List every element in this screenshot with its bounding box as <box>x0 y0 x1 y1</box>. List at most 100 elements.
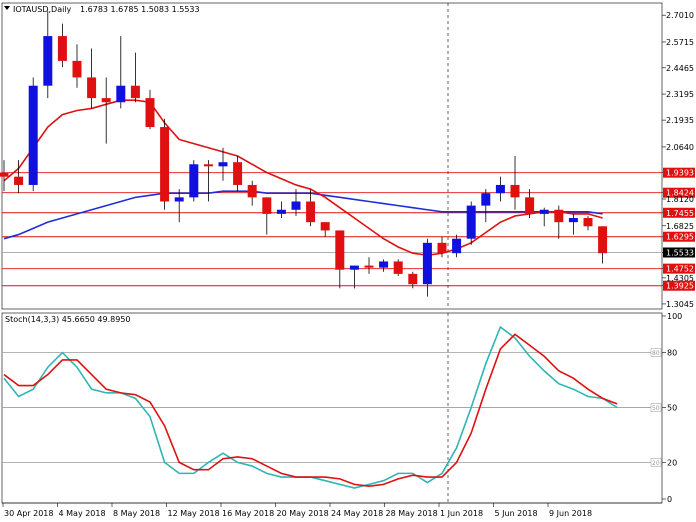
time-tick-label: 30 Apr 2018 <box>4 509 53 518</box>
candle-body <box>203 164 213 167</box>
candle-body <box>452 238 462 254</box>
candle-body <box>379 261 389 268</box>
candle-body <box>276 209 286 214</box>
price-level-tag-text: 1.4752 <box>666 265 694 274</box>
fast-moving-average-line <box>3 99 603 257</box>
candle-body <box>0 172 9 177</box>
stochastic-label: Stoch(14,3,3) 45.6650 49.8950 <box>5 315 131 324</box>
candle-body <box>14 176 24 185</box>
current-price-tag-text: 1.5533 <box>666 248 694 257</box>
price-level-tag <box>663 231 695 242</box>
price-tick-label: 1.3045 <box>666 300 694 309</box>
stochastic-axis: 100 80 80 50 50 20 20 0 <box>650 312 682 504</box>
candle-body <box>422 242 432 285</box>
price-tick-label: 1.6825 <box>666 222 694 231</box>
horizontal-levels <box>2 172 662 287</box>
stochastic-levels <box>2 352 662 463</box>
stochastic-tick-label: 100 <box>667 312 682 321</box>
time-axis: 30 Apr 2018 4 May 2018 8 May 2018 12 May 20… <box>2 502 662 518</box>
candle-body <box>349 265 359 270</box>
ohlc-values: 1.6783 1.6785 1.5083 1.5533 <box>80 5 200 14</box>
price-level-tag <box>663 280 695 291</box>
price-level-tag <box>663 167 695 178</box>
time-tick-label: 1 Jun 2018 <box>440 509 483 518</box>
price-tick-label: 1.4305 <box>666 274 694 283</box>
stochastic-level-marker-text: 80 <box>652 350 660 357</box>
stochastic-tick-label: 50 <box>667 404 677 413</box>
candle-body <box>583 218 593 227</box>
stochastic-level-marker-text: 50 <box>652 405 660 412</box>
candle-body <box>43 36 53 86</box>
candle-body <box>306 201 316 223</box>
candle-body <box>539 209 549 214</box>
candle-body <box>262 197 272 214</box>
stochastic-pane[interactable]: Stoch(14,3,3) 45.6650 49.8950 <box>1 312 663 504</box>
candle-body <box>554 209 564 223</box>
price-level-tag-text: 1.3925 <box>666 282 694 291</box>
candle-body <box>568 218 578 223</box>
candle-body <box>116 85 126 103</box>
candle-body <box>525 197 535 214</box>
stochastic-level-marker <box>650 458 662 467</box>
candle-body <box>437 242 447 254</box>
candle-body <box>291 201 301 210</box>
symbol-label: IOTAUSD,Daily <box>13 5 72 14</box>
stochastic-level-marker <box>650 403 662 412</box>
price-level-tag <box>663 207 695 218</box>
price-level-tag-text: 1.6295 <box>666 233 694 242</box>
time-tick-label: 24 May 2018 <box>331 509 383 518</box>
price-axis: 2.7010 2.5715 2.4465 2.3195 2.1935 2.0640 1.93… <box>662 11 695 309</box>
candle-body <box>598 226 608 254</box>
stochastic-tick-label: 80 <box>667 349 677 358</box>
time-tick-label: 5 Jun 2018 <box>495 509 538 518</box>
price-level-tag-text: 1.9393 <box>666 169 694 178</box>
candle-body <box>174 197 184 202</box>
candle-body <box>495 184 505 194</box>
price-tick-label: 2.3195 <box>666 90 694 99</box>
stochastic-level-marker-text: 20 <box>652 460 660 467</box>
time-tick-label: 16 May 2018 <box>222 509 274 518</box>
price-level-tag-text: 1.7455 <box>666 209 694 218</box>
candle-body <box>87 77 97 99</box>
candle-body <box>247 184 257 198</box>
stochastic-signal-line <box>3 333 618 487</box>
candles <box>0 11 608 297</box>
price-level-tag <box>663 263 695 274</box>
dropdown-triangle-icon[interactable] <box>4 6 10 10</box>
price-level-tag-text: 1.8424 <box>666 189 694 198</box>
candle-body <box>130 85 140 99</box>
candle-body <box>28 85 38 185</box>
time-tick-label: 9 Jun 2018 <box>549 509 592 518</box>
price-pane[interactable]: IOTAUSD,Daily 1.6783 1.6785 1.5083 1.553… <box>0 2 663 503</box>
chart-header: IOTAUSD,Daily 1.6783 1.6785 1.5083 1.553… <box>4 5 200 14</box>
time-tick-label: 8 May 2018 <box>113 509 160 518</box>
candle-body <box>72 60 82 78</box>
price-tick-label: 2.7010 <box>666 11 694 20</box>
slow-moving-average-line <box>3 190 603 240</box>
price-tick-label: 1.8120 <box>666 195 694 204</box>
candle-body <box>364 265 374 268</box>
candle-body <box>233 162 243 185</box>
price-tick-label: 2.4465 <box>666 64 694 73</box>
candle-body <box>320 222 330 231</box>
candle-body <box>57 36 67 61</box>
stochastic-tick-label: 0 <box>667 495 672 504</box>
time-tick-label: 12 May 2018 <box>168 509 220 518</box>
candle-body <box>189 164 199 198</box>
candle-body <box>218 162 228 167</box>
stochastic-level-marker <box>650 348 662 357</box>
price-tick-label: 2.0640 <box>666 143 694 152</box>
candle-body <box>101 98 111 103</box>
candle-body <box>408 273 418 285</box>
candle-body <box>393 261 403 274</box>
price-pane-frame <box>1 2 663 310</box>
candle-body <box>160 127 170 202</box>
candle-body <box>510 184 520 198</box>
price-level-tag <box>663 187 695 198</box>
candle-body <box>466 205 476 239</box>
candle-body <box>145 98 155 128</box>
time-tick-label: 4 May 2018 <box>59 509 106 518</box>
current-price-tag <box>663 247 695 258</box>
